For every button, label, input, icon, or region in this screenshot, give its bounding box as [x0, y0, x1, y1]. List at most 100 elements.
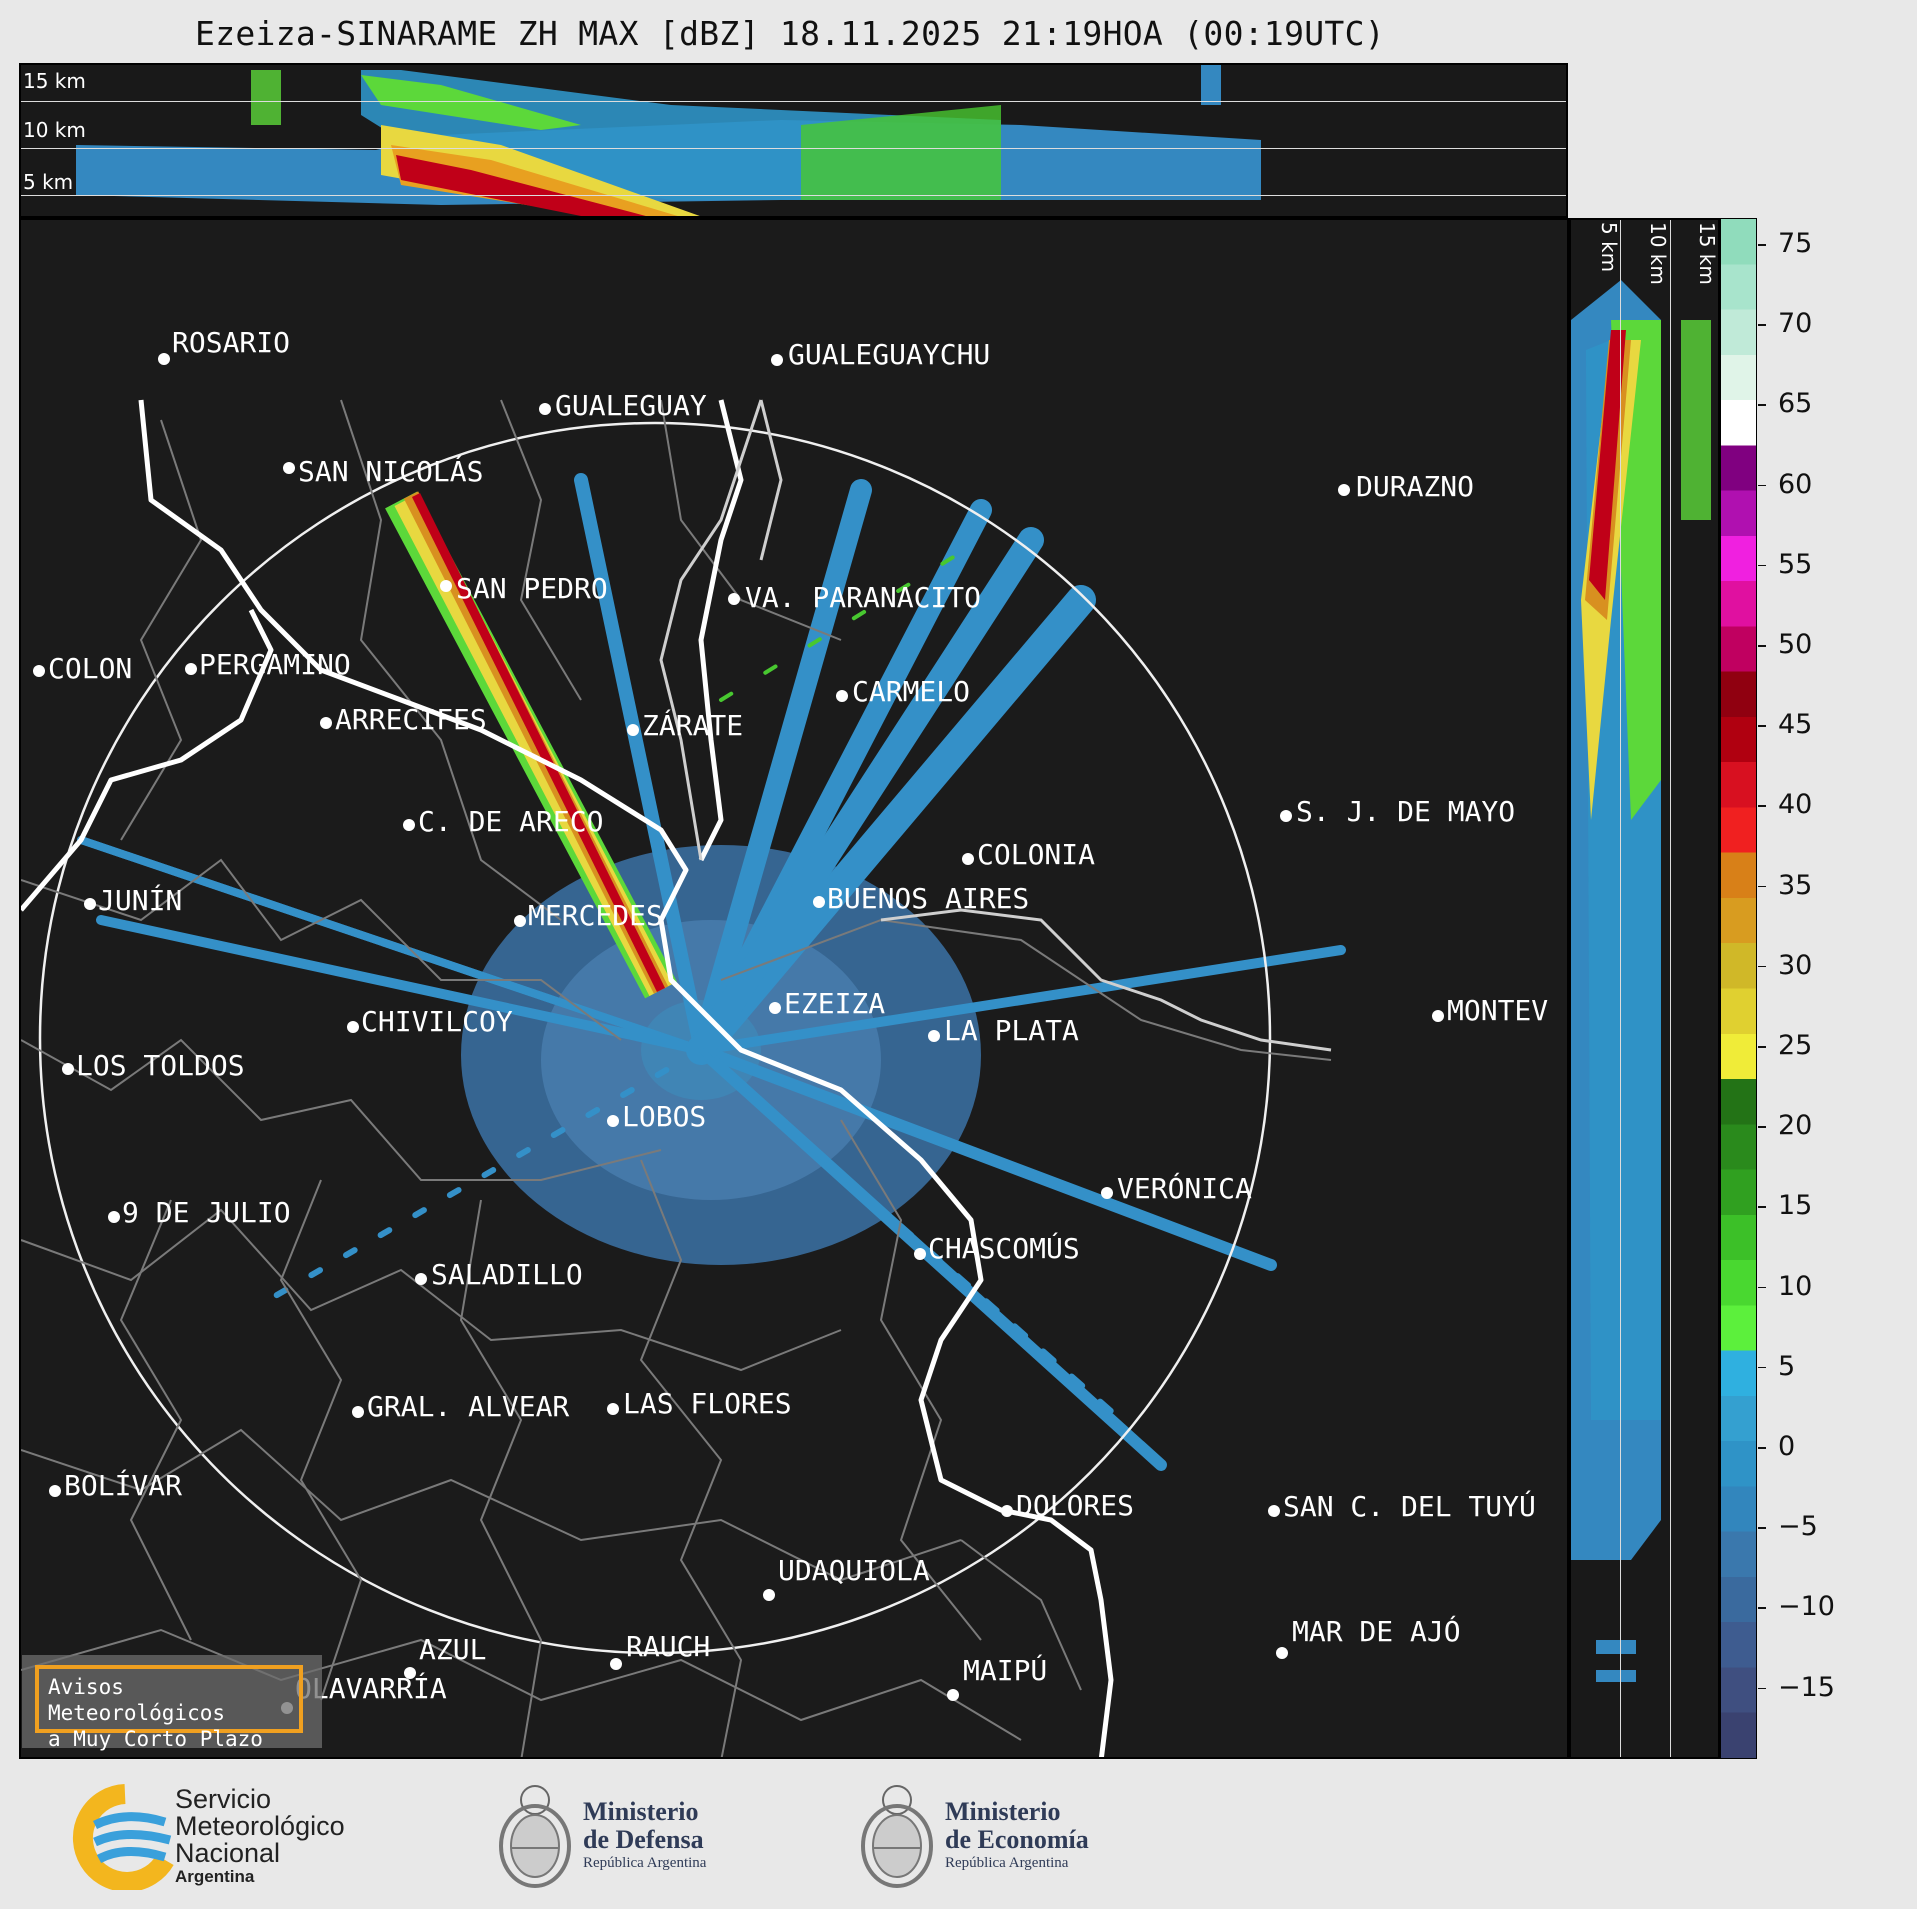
- radar-map: ROSARIO GUALEGUAYCHU GUALEGUAY SAN NICOL…: [19, 218, 1569, 1759]
- colorbar-tick-mark: [1758, 645, 1766, 647]
- side-cross-section-echo: [1571, 280, 1711, 1682]
- city-label-veronica: VERÓNICA: [1117, 1172, 1252, 1205]
- city-marker-san-c-del-tuyu: [1268, 1505, 1280, 1517]
- colorbar-tick-mark: [1758, 1206, 1766, 1208]
- city-marker-9-de-julio: [108, 1211, 120, 1223]
- defensa-logo: Ministerio de Defensa República Argentin…: [495, 1776, 765, 1894]
- colorbar-tick-mark: [1758, 725, 1766, 727]
- colorbar-tick-mark: [1758, 1687, 1766, 1690]
- city-label-gualeguay: GUALEGUAY: [555, 389, 707, 422]
- smn-logo-icon: [72, 1784, 174, 1890]
- city-label-mar-de-ajo: MAR DE AJÓ: [1292, 1615, 1461, 1648]
- city-label-bolivar: BOLÍVAR: [64, 1469, 183, 1502]
- smn-logo-line-4: Argentina: [175, 1867, 255, 1886]
- city-marker-buenos-aires: [813, 896, 825, 908]
- city-marker-pergamino: [185, 663, 197, 675]
- smn-logo-line-3: Nacional: [175, 1838, 281, 1868]
- defensa-logo-line-3: República Argentina: [583, 1855, 707, 1871]
- height-label-10km: 10 km: [23, 118, 86, 142]
- city-label-carmelo: CARMELO: [852, 675, 971, 708]
- city-marker-gualeguaychu: [771, 354, 783, 366]
- district-boundaries: [21, 399, 1332, 1757]
- defensa-coat-of-arms: [499, 1785, 571, 1888]
- height-label-vertical-10km: 10 km: [1646, 222, 1670, 285]
- city-label-rosario: ROSARIO: [172, 326, 291, 359]
- city-marker-azul: [404, 1667, 416, 1679]
- city-marker-junin: [84, 898, 96, 910]
- top-cross-section-panel: 15 km 10 km 5 km: [19, 63, 1568, 218]
- colorbar-tick-label: 45: [1778, 709, 1813, 741]
- city-label-pergamino: PERGAMINO: [199, 648, 351, 681]
- city-marker-dolores: [1001, 1505, 1013, 1517]
- city-marker-carmelo: [836, 690, 848, 702]
- colorbar-tick-mark: [1758, 324, 1766, 326]
- city-label-rauch: RAUCH: [626, 1630, 711, 1663]
- economia-logo-line-3: República Argentina: [945, 1855, 1069, 1871]
- city-label-dolores: DOLORES: [1016, 1489, 1135, 1522]
- city-label-9-de-julio: 9 DE JULIO: [122, 1196, 291, 1229]
- city-label-saladillo: SALADILLO: [431, 1258, 583, 1291]
- city-marker-zarate: [627, 724, 639, 736]
- city-label-la-plata: LA PLATA: [944, 1014, 1079, 1047]
- city-label-buenos-aires: BUENOS AIRES: [827, 882, 1030, 915]
- city-label-va-paranacito: VA. PARANACITO: [745, 581, 982, 614]
- colorbar-tick-label: −5: [1778, 1511, 1818, 1543]
- colorbar-tick-label: 60: [1778, 468, 1813, 500]
- colorbar-tick-label: 40: [1778, 789, 1813, 821]
- city-label-colonia: COLONIA: [977, 838, 1096, 871]
- city-marker-san-pedro: [440, 580, 452, 592]
- colorbar-tick-label: −10: [1778, 1591, 1835, 1623]
- city-marker-c-de-areco: [403, 819, 415, 831]
- city-label-las-flores: LAS FLORES: [623, 1387, 792, 1420]
- city-label-chascomus: CHASCOMÚS: [928, 1232, 1080, 1265]
- colorbar-tick-label: 15: [1778, 1190, 1813, 1222]
- city-marker-la-plata: [928, 1030, 940, 1042]
- warning-box[interactable]: Avisos Meteorológicos a Muy Corto Plazo: [22, 1655, 322, 1751]
- radar-map-graphics: [21, 399, 1346, 1757]
- city-label-azul: AZUL: [419, 1633, 487, 1666]
- city-marker-los-toldos: [62, 1063, 74, 1075]
- city-marker-san-jose-de-mayo: [1280, 810, 1292, 822]
- city-marker-colonia: [962, 853, 974, 865]
- height-label-15km: 15 km: [23, 69, 86, 93]
- colorbar-tick-mark: [1758, 1447, 1766, 1449]
- colorbar-tick-mark: [1758, 805, 1766, 807]
- city-marker-lobos: [607, 1115, 619, 1127]
- colorbar-tick-mark: [1758, 564, 1766, 567]
- city-label-durazno: DURAZNO: [1356, 470, 1475, 503]
- city-label-c-de-areco: C. DE ARECO: [418, 805, 604, 838]
- economia-logo: Ministerio de Economía República Argenti…: [857, 1776, 1137, 1894]
- city-label-san-nicolas: SAN NICOLÁS: [298, 455, 484, 488]
- colorbar-tick-mark: [1758, 1046, 1766, 1048]
- colorbar-tick-mark: [1758, 484, 1766, 487]
- city-label-gral-alvear: GRAL. ALVEAR: [367, 1390, 570, 1423]
- city-marker-montevideo: [1432, 1010, 1444, 1022]
- colorbar-tick-mark: [1758, 1366, 1766, 1369]
- city-marker-maipu: [947, 1689, 959, 1701]
- uruguay-border: [659, 399, 1332, 1052]
- colorbar-tick-label: 35: [1778, 869, 1813, 901]
- city-marker-rosario: [158, 353, 170, 365]
- range-ring: [38, 421, 1272, 1655]
- warning-line-1: Avisos Meteorológicos: [48, 1675, 226, 1725]
- city-marker-ezeiza: [769, 1002, 781, 1014]
- colorbar-tick-mark: [1758, 1126, 1766, 1128]
- height-label-vertical-15km: 15 km: [1695, 222, 1719, 285]
- city-marker-chascomus: [914, 1248, 926, 1260]
- city-label-zarate: ZÁRATE: [642, 709, 744, 742]
- city-marker-gualeguay: [539, 403, 551, 415]
- city-label-chivilcoy: CHIVILCOY: [361, 1005, 513, 1038]
- defensa-logo-line-1: Ministerio: [583, 1797, 699, 1826]
- defensa-logo-line-2: de Defensa: [583, 1825, 704, 1854]
- colorbar-tick-label: 65: [1778, 388, 1813, 420]
- city-label-lobos: LOBOS: [622, 1100, 707, 1133]
- colorbar-tick-label: 30: [1778, 949, 1813, 981]
- colorbar: [1720, 218, 1757, 1759]
- side-cross-section-panel: 5 km 10 km 15 km: [1569, 218, 1720, 1759]
- colorbar-tick-mark: [1758, 885, 1766, 888]
- city-label-colon: COLON: [48, 652, 133, 685]
- height-line-15km: [21, 101, 1566, 102]
- city-label-montevideo: MONTEVIDEO: [1447, 994, 1549, 1027]
- city-label-maipu: MAIPÚ: [963, 1654, 1048, 1687]
- city-marker-va-paranacito: [728, 593, 740, 605]
